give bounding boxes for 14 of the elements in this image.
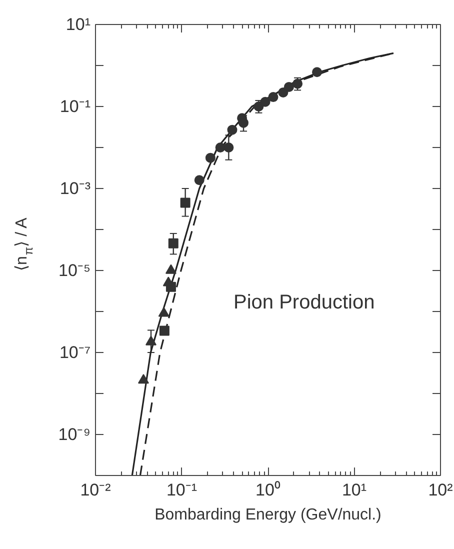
y-tick-label: 10⁻⁷ (59, 343, 90, 362)
x-tick-label: 10² (428, 480, 454, 500)
x-tick-label: 10⁻¹ (166, 480, 198, 500)
x-tick-label: 10⁰ (256, 480, 280, 500)
annotation: Pion Production (234, 292, 375, 314)
y-tick-label: 10⁻⁵ (58, 261, 91, 280)
y-tick-label: 10¹ (66, 15, 91, 34)
x-tick-label: 10¹ (342, 480, 367, 500)
y-axis-title: ⟨nπ⟩ / A (14, 217, 36, 271)
x-axis-title: Bombarding Energy (GeV/nucl.) (154, 506, 382, 524)
x-tick-label: 10⁻² (80, 480, 112, 500)
y-tick-label: 10⁻³ (60, 179, 91, 198)
y-tick-label: 10⁻⁹ (58, 425, 91, 444)
y-tick-label: 10⁻¹ (60, 97, 91, 116)
